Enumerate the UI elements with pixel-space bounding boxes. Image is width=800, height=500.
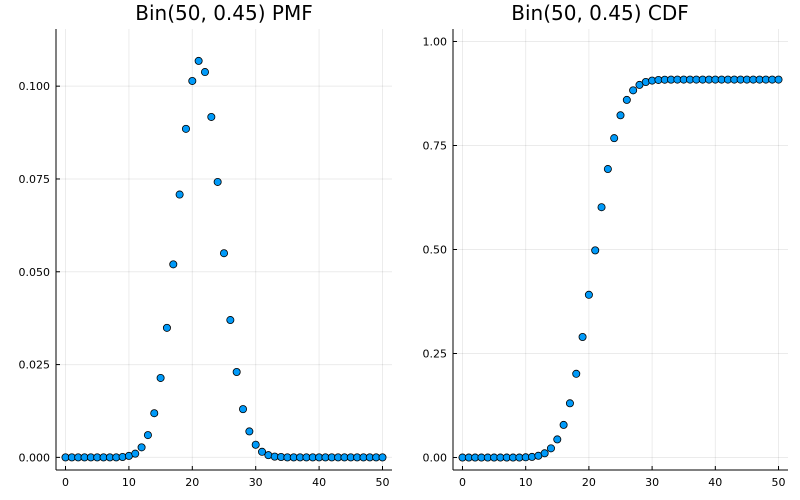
- data-point: [578, 332, 587, 341]
- y-tick-label: 1.00: [423, 35, 448, 48]
- y-tick-label: 0.50: [423, 244, 448, 257]
- y-tick-label: 0.75: [423, 139, 448, 152]
- pmf-panel: Bin(50, 0.45) PMF 0 10 20 30 40 50 0.000 0.025 0…: [19, 1, 392, 489]
- data-point: [175, 190, 184, 199]
- cdf-panel: Bin(50, 0.45) CDF 0 10 20 30 40 50 0.00 0.25 0.5…: [423, 1, 788, 489]
- x-tick-label: 50: [375, 476, 389, 489]
- y-tick-label: 0.100: [19, 80, 51, 93]
- data-point: [232, 367, 241, 376]
- data-point: [162, 323, 171, 332]
- data-point: [251, 440, 260, 449]
- x-tick-label: 0: [62, 476, 69, 489]
- data-point: [213, 177, 222, 186]
- x-tick-label: 40: [312, 476, 326, 489]
- data-point: [239, 405, 248, 414]
- data-point: [194, 56, 203, 65]
- data-point: [540, 449, 549, 458]
- data-point: [207, 112, 216, 121]
- data-point: [616, 111, 625, 120]
- data-point: [378, 453, 387, 462]
- data-point: [188, 76, 197, 85]
- x-tick-label: 30: [249, 476, 263, 489]
- y-tick-label: 0.050: [19, 266, 51, 279]
- data-point: [597, 203, 606, 212]
- data-point: [131, 449, 140, 458]
- data-point: [143, 431, 152, 440]
- x-tick-label: 10: [122, 476, 136, 489]
- cdf-title: Bin(50, 0.45) CDF: [511, 1, 688, 25]
- data-point: [181, 124, 190, 133]
- data-point: [559, 420, 568, 429]
- data-point: [245, 427, 254, 436]
- data-point: [169, 260, 178, 269]
- x-tick-label: 30: [645, 476, 659, 489]
- data-point: [584, 290, 593, 299]
- data-point: [200, 68, 209, 77]
- data-point: [258, 447, 267, 456]
- data-point: [610, 134, 619, 143]
- data-point: [226, 316, 235, 325]
- data-point: [603, 165, 612, 174]
- y-tick-label: 0.000: [19, 451, 51, 464]
- data-point: [565, 399, 574, 408]
- data-point: [137, 443, 146, 452]
- data-point: [629, 86, 638, 95]
- data-point: [156, 373, 165, 382]
- y-tick-label: 0.25: [423, 348, 448, 361]
- x-tick-label: 10: [519, 476, 533, 489]
- y-tick-label: 0.00: [423, 452, 448, 465]
- data-point: [591, 246, 600, 255]
- data-point: [150, 409, 159, 418]
- data-point: [572, 369, 581, 378]
- y-tick-label: 0.075: [19, 173, 51, 186]
- data-point: [219, 249, 228, 258]
- x-tick-label: 20: [582, 476, 596, 489]
- pmf-title: Bin(50, 0.45) PMF: [135, 1, 312, 25]
- x-tick-label: 50: [772, 476, 786, 489]
- x-tick-label: 40: [708, 476, 722, 489]
- data-point: [774, 75, 783, 84]
- data-point: [622, 95, 631, 104]
- x-tick-label: 20: [185, 476, 199, 489]
- data-point: [553, 435, 562, 444]
- x-tick-label: 0: [459, 476, 466, 489]
- y-tick-label: 0.025: [19, 359, 51, 372]
- data-point: [546, 444, 555, 453]
